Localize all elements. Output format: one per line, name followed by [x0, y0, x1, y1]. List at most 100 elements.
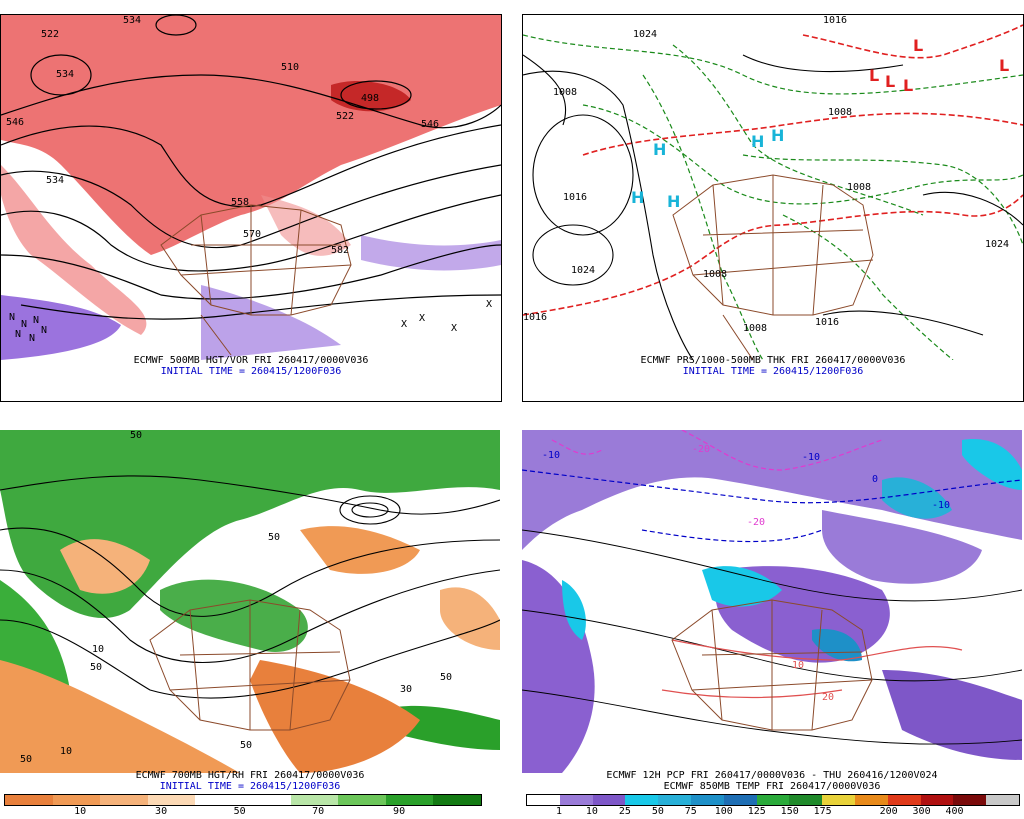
- colorbar-swatch: [789, 795, 823, 805]
- contour-label: 30: [400, 684, 412, 695]
- pcp-colorbar: [526, 794, 1020, 806]
- colorbar-swatch: [658, 795, 691, 805]
- contour-label: 546: [6, 117, 24, 128]
- isobar-label: 1008: [553, 87, 577, 98]
- colorbar-tick-label: 400: [945, 806, 964, 817]
- colorbar-tick-label: 10: [585, 806, 598, 817]
- contour-labels-500mb: 534 522 534 510 498 522 546 558 534 546 …: [6, 15, 439, 256]
- colorbar-swatch: [920, 795, 954, 805]
- isobar-label: 1016: [563, 192, 587, 203]
- colorbar-swatch: [527, 795, 560, 805]
- colorbar-tick-label: 300: [912, 806, 931, 817]
- rh-colorbar: [4, 794, 482, 806]
- contour-label: 50: [440, 672, 452, 683]
- contour-label: 50: [240, 740, 252, 751]
- contour-label: 522: [336, 111, 354, 122]
- pressure-centers: H H H H H L L L L L: [631, 36, 1009, 211]
- colorbar-tick-label: 25: [618, 806, 631, 817]
- colorbar-swatch: [986, 795, 1019, 805]
- contour-label: 534: [46, 175, 64, 186]
- colorbar-swatch: [953, 795, 987, 805]
- isobar-label: 1016: [523, 312, 547, 323]
- caption-init-time: INITIAL TIME = 260415/1200F036: [682, 366, 864, 377]
- high-center: H: [653, 140, 666, 159]
- map-500mb: 534 522 534 510 498 522 546 558 534 546 …: [1, 15, 501, 360]
- temp-label: -10: [932, 500, 950, 511]
- map-700mb: 50 50 10 50 50 10 30 50 50: [0, 430, 500, 773]
- colorbar-swatch: [147, 795, 196, 805]
- colorbar-tick-label: 200: [879, 806, 898, 817]
- symbol-n: N: [15, 329, 21, 340]
- high-center: H: [631, 188, 644, 207]
- caption-title: ECMWF 700MB HGT/RH FRI 260417/0000V036: [135, 770, 365, 781]
- high-center: H: [771, 126, 784, 145]
- caption-init-time: INITIAL TIME = 260415/1200F036: [159, 781, 341, 792]
- colorbar-swatch: [625, 795, 659, 805]
- symbol-n: N: [9, 312, 15, 323]
- colorbar-tick-label: 70: [312, 806, 325, 817]
- caption-title: ECMWF PRS/1000-500MB THK FRI 260417/0000…: [640, 355, 906, 366]
- contour-label: 10: [60, 746, 72, 757]
- symbol-x: X: [486, 299, 492, 310]
- contour-label: 10: [92, 644, 104, 655]
- panel-700mb-hgt-rh: 50 50 10 50 50 10 30 50 50 ECMWF 700MB H…: [0, 430, 502, 819]
- map-700mb-svg: 50 50 10 50 50 10 30 50 50: [0, 430, 500, 773]
- isobar-label: 1008: [847, 182, 871, 193]
- map-500mb-svg: 534 522 534 510 498 522 546 558 534 546 …: [1, 15, 501, 360]
- isobar-label: 1008: [743, 323, 767, 334]
- colorbar-swatch: [822, 795, 855, 805]
- colorbar-swatch: [592, 795, 626, 805]
- colorbar-swatch: [723, 795, 757, 805]
- low-center: L: [999, 56, 1009, 75]
- symbol-x: X: [401, 319, 407, 330]
- contour-label: 50: [20, 754, 32, 765]
- rh-colorbar-labels: 10 30 50 70 90: [4, 806, 480, 818]
- isobar-label: 1024: [633, 29, 657, 40]
- temp-label: -20: [747, 517, 765, 528]
- map-prs-thk-svg: H H H H H L L L L L 1008 1016 1024 1016 …: [523, 15, 1023, 360]
- temp-label: -20: [692, 444, 710, 455]
- colorbar-swatch: [385, 795, 434, 805]
- temp-label: -10: [802, 452, 820, 463]
- isobar-label: 1024: [571, 265, 595, 276]
- contour-label: 50: [268, 532, 280, 543]
- map-pcp: -10 -10 -20 -20 0 10 20 -10: [522, 430, 1022, 773]
- high-center: H: [751, 132, 764, 151]
- panel-prs-thk: H H H H H L L L L L 1008 1016 1024 1016 …: [522, 14, 1024, 402]
- temp-label: -10: [542, 450, 560, 461]
- contour-labels-700mb: 50 50 10 50 50 10 30 50 50: [20, 430, 452, 765]
- colorbar-tick-label: 50: [651, 806, 664, 817]
- colorbar-tick-label: 75: [684, 806, 697, 817]
- isobar-label: 1016: [823, 15, 847, 26]
- colorbar-tick-label: 150: [780, 806, 799, 817]
- temp-label: 10: [792, 660, 804, 671]
- isobar-label: 1024: [985, 239, 1009, 250]
- colorbar-swatch: [195, 795, 243, 805]
- colorbar-swatch: [100, 795, 148, 805]
- caption-subtitle: ECMWF 850MB TEMP FRI 260417/0000V036: [663, 781, 881, 792]
- colorbar-tick-label: 1: [555, 806, 562, 817]
- symbol-n: N: [41, 325, 47, 336]
- low-center: L: [903, 76, 913, 95]
- colorbar-swatch: [52, 795, 101, 805]
- symbol-x: X: [451, 323, 457, 334]
- caption-init-time: INITIAL TIME = 260415/1200F036: [160, 366, 342, 377]
- contour-label: 498: [361, 93, 379, 104]
- isobar-label: 1016: [815, 317, 839, 328]
- isobar-labels: 1008 1016 1024 1016 1024 1016 1008 1008 …: [523, 15, 1009, 334]
- colorbar-tick-label: 90: [393, 806, 406, 817]
- colorbar-swatch: [290, 795, 339, 805]
- colorbar-swatch: [242, 795, 291, 805]
- caption-title: ECMWF 12H PCP FRI 260417/0000V036 - THU …: [606, 770, 938, 781]
- colorbar-tick-label: 10: [74, 806, 87, 817]
- isobar-label: 1008: [828, 107, 852, 118]
- symbol-n: N: [21, 319, 27, 330]
- colorbar-tick-label: 175: [813, 806, 832, 817]
- symbol-n: N: [33, 315, 39, 326]
- contour-label: 570: [243, 229, 261, 240]
- map-pcp-svg: -10 -10 -20 -20 0 10 20 -10: [522, 430, 1022, 773]
- temp-labels: -10 -10 -20 -20 0 10 20 -10: [542, 444, 950, 703]
- colorbar-tick-label: 125: [747, 806, 766, 817]
- caption-title: ECMWF 500MB HGT/VOR FRI 260417/0000V036: [133, 355, 369, 366]
- map-prs-thk: H H H H H L L L L L 1008 1016 1024 1016 …: [523, 15, 1023, 360]
